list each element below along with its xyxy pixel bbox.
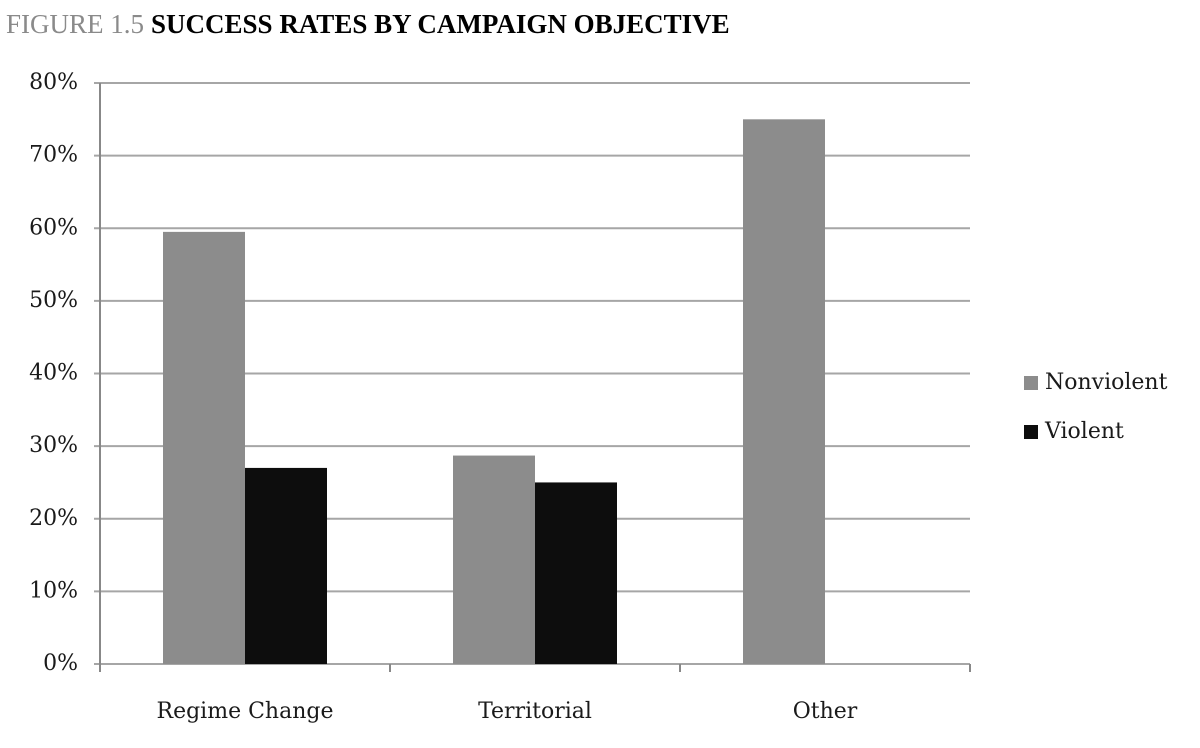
- y-tick-label: 80%: [29, 70, 78, 95]
- y-tick-label: 10%: [29, 578, 78, 603]
- y-tick-label: 60%: [29, 215, 78, 240]
- bar: [453, 455, 535, 664]
- bar: [163, 231, 245, 664]
- title: SUCCESS RATES BY CAMPAIGN OBJECTIVE: [151, 9, 730, 39]
- x-tick-label: Regime Change: [157, 699, 334, 724]
- y-tick-label: 20%: [29, 506, 78, 531]
- bar: [245, 467, 327, 664]
- y-tick-label: 50%: [29, 288, 78, 313]
- y-tick-label: 40%: [29, 361, 78, 386]
- legend-label: Nonviolent: [1045, 370, 1168, 395]
- bar: [743, 119, 825, 664]
- chart-title: FIGURE 1.5 SUCCESS RATES BY CAMPAIGN OBJE…: [6, 9, 730, 39]
- legend-swatch: [1024, 425, 1038, 439]
- y-tick-label: 70%: [29, 143, 78, 168]
- y-tick-label: 0%: [43, 651, 78, 676]
- figure-label: FIGURE 1.5: [6, 9, 144, 39]
- legend-label: Violent: [1044, 419, 1124, 444]
- bar: [535, 482, 617, 664]
- y-tick-label: 30%: [29, 433, 78, 458]
- x-tick-label: Territorial: [478, 699, 592, 724]
- legend-swatch: [1024, 376, 1038, 390]
- x-tick-label: Other: [793, 699, 858, 724]
